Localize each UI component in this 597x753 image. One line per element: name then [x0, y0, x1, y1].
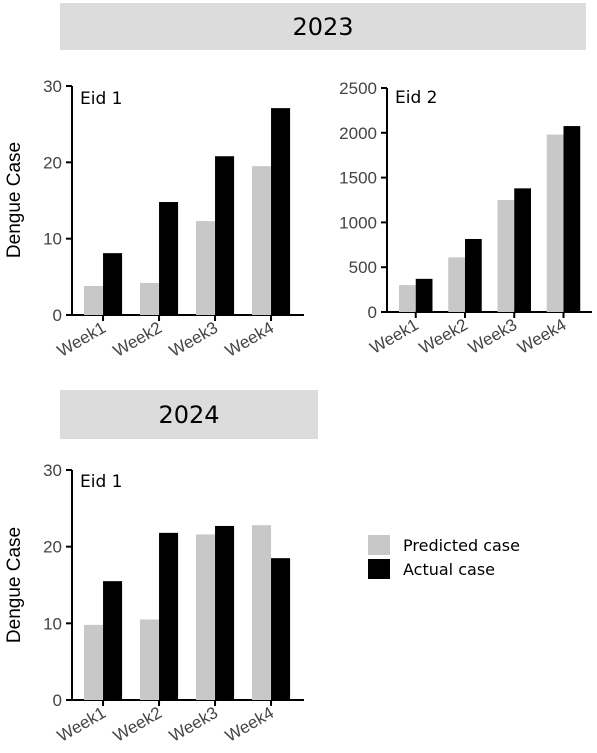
y-tick-label: 2000: [339, 124, 377, 143]
legend-swatch-actual: [368, 559, 390, 579]
panel-label: Eid 1: [80, 472, 122, 492]
bar-predicted-week2: [140, 619, 160, 700]
y-tick-label: 2500: [339, 79, 377, 98]
legend-swatch-predicted: [368, 535, 390, 555]
bar-predicted-week4: [252, 525, 272, 700]
bar-actual-week4: [271, 108, 291, 316]
y-tick-label: 10: [43, 614, 62, 633]
bar-predicted-week3: [497, 200, 515, 312]
bar-actual-week4: [563, 126, 581, 312]
y-tick-label: 30: [43, 461, 62, 480]
bar-predicted-week3: [196, 221, 216, 315]
bar-predicted-week2: [140, 282, 160, 315]
year-banner-2023: 2023: [60, 3, 586, 50]
bar-predicted-week3: [196, 534, 216, 700]
year-title-2023: 2023: [292, 12, 354, 41]
bar-actual-week2: [159, 202, 179, 315]
legend-item-predicted: Predicted case: [368, 533, 520, 557]
y-tick-label: 10: [43, 230, 62, 249]
x-tick-label-week2: Week2: [110, 703, 165, 746]
y-tick-label: 0: [53, 691, 62, 710]
bar-actual-week2: [159, 532, 179, 700]
bar-predicted-week2: [448, 257, 465, 312]
bar-actual-week3: [514, 188, 531, 312]
legend-item-actual: Actual case: [368, 557, 520, 581]
y-tick-label: 20: [43, 538, 62, 557]
bar-actual-week3: [215, 525, 235, 700]
year-banner-2024: 2024: [60, 390, 318, 439]
bar-actual-week4: [271, 558, 291, 700]
bar-predicted-week4: [252, 166, 272, 315]
legend-label-predicted: Predicted case: [403, 535, 520, 555]
legend-label-actual: Actual case: [403, 559, 495, 579]
x-tick-label-week3: Week3: [166, 703, 221, 746]
x-tick-label-week4: Week4: [222, 703, 277, 746]
bar-predicted-week1: [84, 624, 104, 700]
y-axis-title: Dengue Case: [4, 142, 25, 258]
y-tick-label: 0: [368, 303, 377, 322]
y-tick-label: 500: [349, 258, 377, 277]
x-tick-label-week1: Week1: [54, 703, 109, 746]
bar-actual-week1: [103, 581, 123, 700]
bar-predicted-week4: [546, 134, 564, 312]
bar-predicted-week1: [399, 285, 416, 312]
y-tick-label: 0: [53, 306, 62, 325]
chart-legend: Predicted case Actual case: [368, 533, 520, 581]
y-axis-title: Dengue Case: [4, 527, 25, 643]
y-tick-label: 20: [43, 153, 62, 172]
panel-label: Eid 2: [395, 88, 437, 108]
y-tick-label: 30: [43, 77, 62, 96]
bar-actual-week2: [464, 238, 482, 312]
year-title-2024: 2024: [158, 400, 220, 429]
bar-actual-week3: [215, 156, 235, 315]
bar-actual-week1: [415, 278, 433, 312]
y-tick-label: 1500: [339, 169, 377, 188]
bar-predicted-week1: [84, 285, 104, 315]
panel-label: Eid 1: [80, 89, 122, 109]
y-tick-label: 1000: [339, 213, 377, 232]
bar-actual-week1: [103, 253, 123, 315]
